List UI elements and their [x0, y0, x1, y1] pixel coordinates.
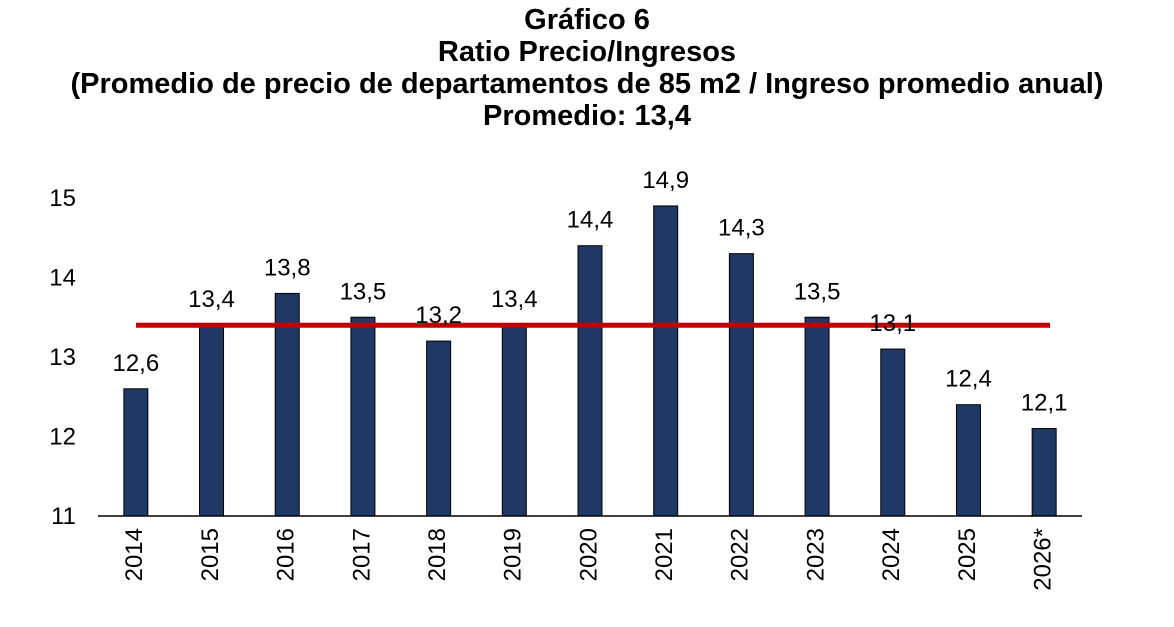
chart-title-line-1: Gráfico 6 [524, 4, 650, 36]
data-label-2020: 14,4 [567, 207, 614, 234]
x-tick-label-2016: 2016 [273, 528, 300, 581]
y-tick-label: 12 [49, 424, 76, 451]
x-tick-label-2023: 2023 [802, 528, 829, 581]
data-label-2025: 12,4 [945, 366, 992, 393]
data-label-2022: 14,3 [718, 215, 765, 242]
x-tick-label-2022: 2022 [727, 528, 754, 581]
bar-2022 [728, 253, 754, 517]
data-label-2019: 13,4 [491, 286, 538, 313]
chart-title-line-4: Promedio: 13,4 [483, 100, 691, 132]
x-tick-label-2026*: 2026* [1029, 528, 1056, 591]
x-tick-label-2017: 2017 [348, 528, 375, 581]
y-tick-label: 11 [51, 503, 76, 530]
data-label-2024: 13,1 [869, 310, 916, 337]
y-axis-ticks: 11 12 13 14 15 [49, 185, 76, 530]
bar-2020 [577, 245, 603, 517]
bar-2023 [804, 316, 830, 517]
bars [123, 205, 1057, 517]
data-labels: 12,6 13,4 13,8 13,5 13,2 13,4 14,4 14,9 14,3 13,5… [112, 167, 1067, 417]
bar-2024 [880, 348, 906, 517]
y-tick-label: 13 [49, 344, 76, 371]
bar-2019 [501, 324, 527, 517]
x-tick-label-2014: 2014 [121, 528, 148, 581]
x-tick-label-2021: 2021 [651, 528, 678, 581]
x-tick-label-2020: 2020 [575, 528, 602, 581]
data-label-2021: 14,9 [642, 167, 689, 194]
x-tick-label-2025: 2025 [954, 528, 981, 581]
data-label-2026*: 12,1 [1021, 390, 1068, 417]
x-tick-label-2015: 2015 [197, 528, 224, 581]
data-label-2015: 13,4 [188, 286, 235, 313]
chart-title-line-2: Ratio Precio/Ingresos [437, 36, 737, 68]
y-tick-label: 15 [49, 185, 76, 212]
data-label-2014: 12,6 [112, 350, 159, 377]
bar-2016 [274, 292, 300, 517]
data-label-2017: 13,5 [340, 278, 387, 305]
bar-2018 [426, 340, 452, 517]
data-label-2023: 13,5 [794, 278, 841, 305]
data-label-2016: 13,8 [264, 254, 311, 281]
x-tick-label-2019: 2019 [500, 528, 527, 581]
bar-2017 [350, 316, 376, 517]
bar-2021 [653, 205, 679, 517]
data-label-2018: 13,2 [415, 302, 462, 329]
y-tick-label: 14 [49, 265, 76, 292]
chart-title-line-3: (Promedio de precio de departamentos de … [70, 68, 1104, 100]
x-tick-label-2018: 2018 [424, 528, 451, 581]
bar-2015 [199, 324, 225, 517]
x-axis-ticks: 2014 2015 2016 2017 2018 2019 2020 2021 2022 2023… [121, 528, 1056, 591]
bar-2014 [123, 388, 149, 517]
bar-2026* [1031, 428, 1057, 517]
chart-title-block: Gráfico 6 Ratio Precio/Ingresos (Promedi… [0, 4, 1174, 132]
x-tick-label-2024: 2024 [878, 528, 905, 581]
bar-2025 [955, 404, 981, 517]
